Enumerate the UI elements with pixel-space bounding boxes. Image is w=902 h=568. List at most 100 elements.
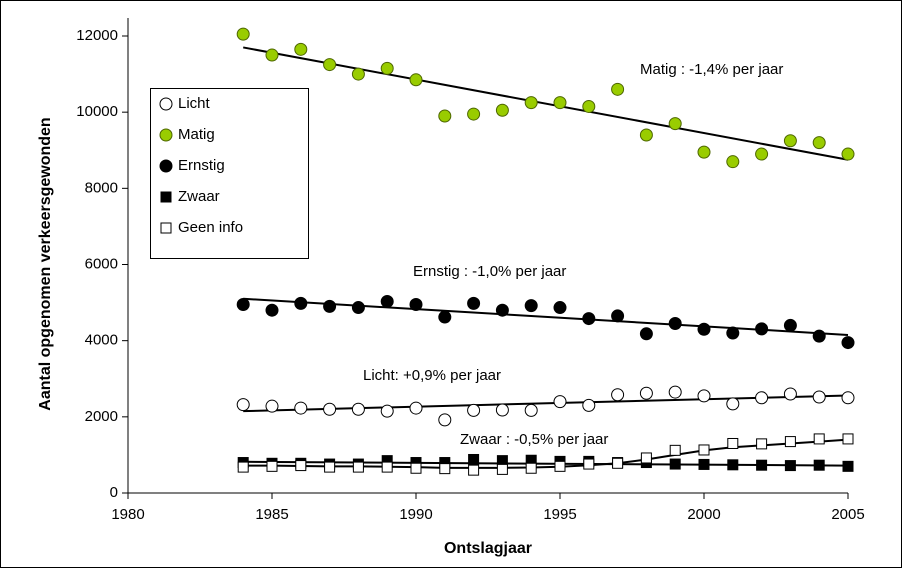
point <box>841 147 855 161</box>
point <box>351 402 365 416</box>
point <box>409 401 423 415</box>
point <box>813 459 825 471</box>
x-tick-label: 2005 <box>831 506 864 523</box>
point <box>524 96 538 110</box>
point <box>467 403 481 417</box>
y-tick-label: 12000 <box>76 27 118 44</box>
point <box>495 103 509 117</box>
point <box>784 436 796 448</box>
point <box>727 437 739 449</box>
point <box>410 462 422 474</box>
legend-label: Ernstig <box>178 157 225 174</box>
y-tick-label: 10000 <box>76 103 118 120</box>
point <box>783 318 797 332</box>
point <box>697 322 711 336</box>
legend-marker <box>159 128 173 142</box>
point <box>438 109 452 123</box>
point <box>726 326 740 340</box>
x-tick-label: 1985 <box>255 506 288 523</box>
point <box>755 147 769 161</box>
trend-line <box>243 46 849 161</box>
point <box>668 385 682 399</box>
point <box>582 312 596 326</box>
point <box>323 58 337 72</box>
point <box>495 303 509 317</box>
point <box>698 458 710 470</box>
point <box>495 403 509 417</box>
point <box>553 301 567 315</box>
point <box>324 461 336 473</box>
x-axis-label: Ontslagjaar <box>444 540 532 557</box>
point <box>783 134 797 148</box>
point <box>352 461 364 473</box>
point <box>841 391 855 405</box>
point <box>294 401 308 415</box>
point <box>553 96 567 110</box>
x-tick-label: 1980 <box>111 506 144 523</box>
point <box>380 404 394 418</box>
legend-marker <box>159 97 173 111</box>
point <box>409 297 423 311</box>
point <box>380 294 394 308</box>
annotation: Zwaar : -0,5% per jaar <box>460 431 608 448</box>
point <box>756 459 768 471</box>
y-tick-label: 4000 <box>85 332 118 349</box>
point <box>726 397 740 411</box>
point <box>323 402 337 416</box>
point <box>640 452 652 464</box>
point <box>265 48 279 62</box>
point <box>236 27 250 41</box>
point <box>639 128 653 142</box>
point <box>727 459 739 471</box>
legend-marker <box>160 191 172 203</box>
point <box>611 388 625 402</box>
point <box>438 413 452 427</box>
trend-line <box>243 438 849 469</box>
point <box>611 309 625 323</box>
point <box>583 458 595 470</box>
point <box>755 391 769 405</box>
legend-label: Matig <box>178 126 215 143</box>
point <box>467 107 481 121</box>
point <box>266 460 278 472</box>
point <box>783 387 797 401</box>
legend-label: Zwaar <box>178 188 220 205</box>
x-tick-label: 1990 <box>399 506 432 523</box>
point <box>468 464 480 476</box>
point <box>812 329 826 343</box>
annotation: Ernstig : -1,0% per jaar <box>413 263 566 280</box>
point <box>236 297 250 311</box>
x-tick-label: 1995 <box>543 506 576 523</box>
point <box>351 301 365 315</box>
legend-label: Geen info <box>178 219 243 236</box>
point <box>554 460 566 472</box>
point <box>841 336 855 350</box>
point <box>467 296 481 310</box>
point <box>582 99 596 113</box>
point <box>582 398 596 412</box>
legend-marker <box>159 159 173 173</box>
legend-marker <box>160 222 172 234</box>
point <box>438 310 452 324</box>
trend-line <box>243 460 849 467</box>
y-axis-label: Aantal opgenomen verkeersgewonden <box>37 117 54 410</box>
point <box>237 461 249 473</box>
point <box>553 395 567 409</box>
point <box>668 117 682 131</box>
point <box>756 438 768 450</box>
point <box>669 458 681 470</box>
annotation: Matig : -1,4% per jaar <box>640 61 783 78</box>
legend-label: Licht <box>178 95 211 112</box>
point <box>784 460 796 472</box>
point <box>612 457 624 469</box>
point <box>697 145 711 159</box>
point <box>468 453 480 465</box>
point <box>611 82 625 96</box>
trend-line <box>243 297 849 336</box>
point <box>639 327 653 341</box>
point <box>524 299 538 313</box>
y-tick-label: 6000 <box>85 255 118 272</box>
y-tick-label: 2000 <box>85 408 118 425</box>
y-tick-label: 0 <box>110 484 118 501</box>
point <box>669 444 681 456</box>
